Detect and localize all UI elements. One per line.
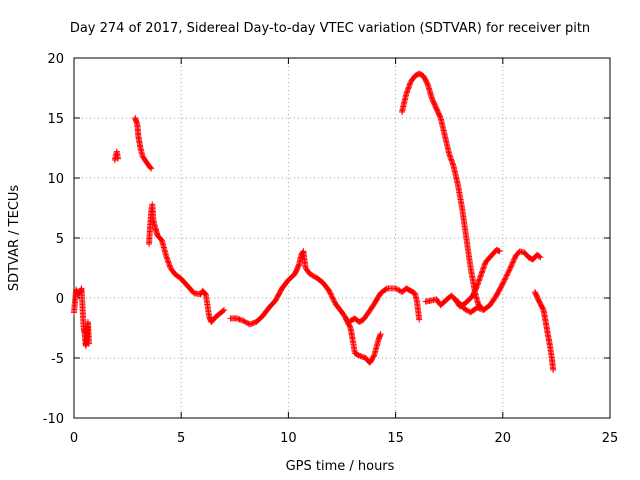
grid-lines bbox=[74, 58, 610, 418]
x-tick-label: 5 bbox=[177, 431, 185, 446]
data-marks bbox=[71, 70, 557, 373]
y-tick-label: 5 bbox=[56, 232, 64, 247]
data-series-segment bbox=[422, 248, 544, 316]
x-tick-label: 15 bbox=[387, 431, 404, 446]
x-axis-label: GPS time / hours bbox=[286, 459, 395, 474]
data-series-segment bbox=[146, 201, 228, 325]
data-series-segment bbox=[347, 285, 423, 325]
y-tick-label: 10 bbox=[47, 172, 64, 187]
data-series-segment bbox=[71, 285, 93, 349]
y-tick-label: -5 bbox=[51, 352, 64, 367]
data-series-segment bbox=[531, 289, 557, 373]
data-series-segment bbox=[111, 148, 121, 163]
y-axis-ticks: -10 -5 0 5 10 15 20 bbox=[43, 52, 610, 427]
y-tick-label: -10 bbox=[43, 412, 64, 427]
data-series-segment bbox=[227, 248, 352, 328]
y-tick-label: 0 bbox=[56, 292, 64, 307]
x-tick-label: 0 bbox=[70, 431, 78, 446]
chart-title: Day 274 of 2017, Sidereal Day-to-day VTE… bbox=[70, 21, 590, 36]
y-axis-label: SDTVAR / TECUs bbox=[7, 185, 22, 292]
data-series-segment bbox=[399, 70, 485, 311]
y-tick-label: 15 bbox=[47, 112, 64, 127]
x-tick-label: 10 bbox=[280, 431, 297, 446]
x-axis-ticks: 0 5 10 15 20 25 bbox=[70, 58, 618, 446]
x-tick-label: 25 bbox=[602, 431, 619, 446]
y-tick-label: 20 bbox=[47, 52, 64, 67]
data-series-segment bbox=[343, 316, 384, 366]
data-series-segment bbox=[132, 115, 155, 172]
x-tick-label: 20 bbox=[495, 431, 512, 446]
